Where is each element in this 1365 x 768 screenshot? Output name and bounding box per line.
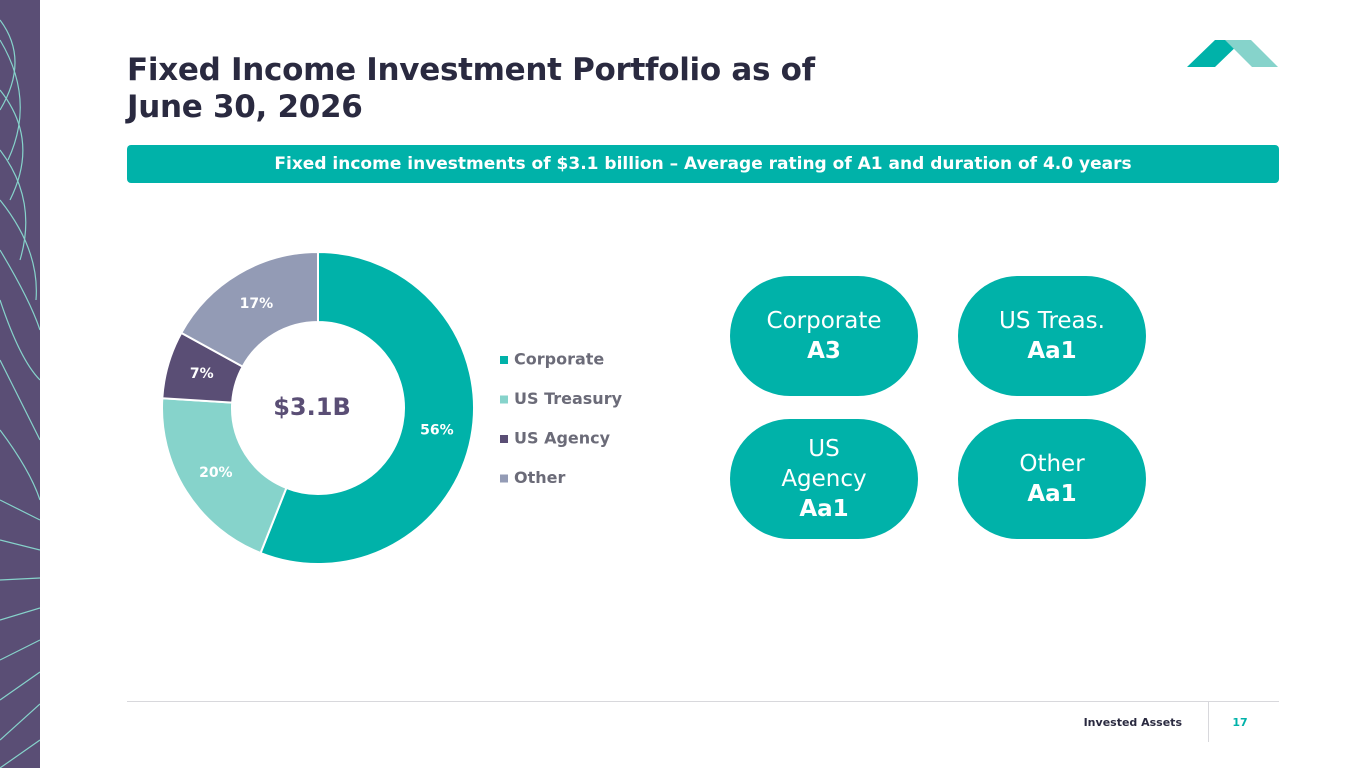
donut-chart: 56% 20% 7% 17% $3.1B Corporate US Treasury US A…: [161, 250, 623, 565]
page-number: 17: [1232, 716, 1248, 729]
logo: [1187, 40, 1278, 67]
pill-label: Other: [1019, 451, 1085, 477]
data-label: 20%: [199, 465, 233, 481]
center-label: $3.1B: [273, 393, 351, 421]
footer-section: Invested Assets: [1083, 716, 1182, 729]
legend-label: Other: [514, 468, 565, 487]
rating-pill: Corporate A3: [730, 276, 918, 396]
banner: Fixed income investments of $3.1 billion…: [127, 145, 1279, 183]
pill-label: US Agency: [781, 436, 867, 492]
donut-slice: [161, 397, 288, 555]
legend-label: US Agency: [514, 429, 611, 448]
decor-strip: [0, 0, 40, 768]
donut-slice: [259, 250, 475, 565]
donut-slice: [179, 250, 319, 368]
logo-right: [1225, 40, 1278, 67]
pill-rating: Aa1: [799, 496, 849, 522]
strip-lines: [0, 19, 40, 768]
data-label: 17%: [240, 296, 274, 312]
pill-rating: Aa1: [1027, 338, 1077, 364]
pill-label: Corporate: [766, 308, 882, 334]
pill-rating: A3: [807, 338, 841, 364]
legend-swatch: [500, 356, 508, 364]
footer-rule: [127, 701, 1279, 702]
pill-label: US Treas.: [999, 308, 1105, 334]
legend-swatch: [500, 435, 508, 443]
legend-swatch: [500, 395, 508, 404]
footer-divider: [1208, 702, 1209, 742]
legend-label: Corporate: [514, 350, 604, 369]
legend-swatch: [500, 474, 508, 483]
rating-pill: US Treas. Aa1: [958, 276, 1146, 396]
data-label: 7%: [190, 366, 214, 382]
slide-title: Fixed Income Investment Portfolio as of …: [127, 52, 815, 125]
data-label: 56%: [420, 423, 454, 439]
logo-left: [1187, 40, 1243, 67]
legend-label: US Treasury: [514, 389, 623, 408]
rating-pill: Other Aa1: [958, 419, 1146, 539]
pill-rating: Aa1: [1027, 481, 1077, 507]
rating-pill: US Agency Aa1: [730, 419, 918, 539]
